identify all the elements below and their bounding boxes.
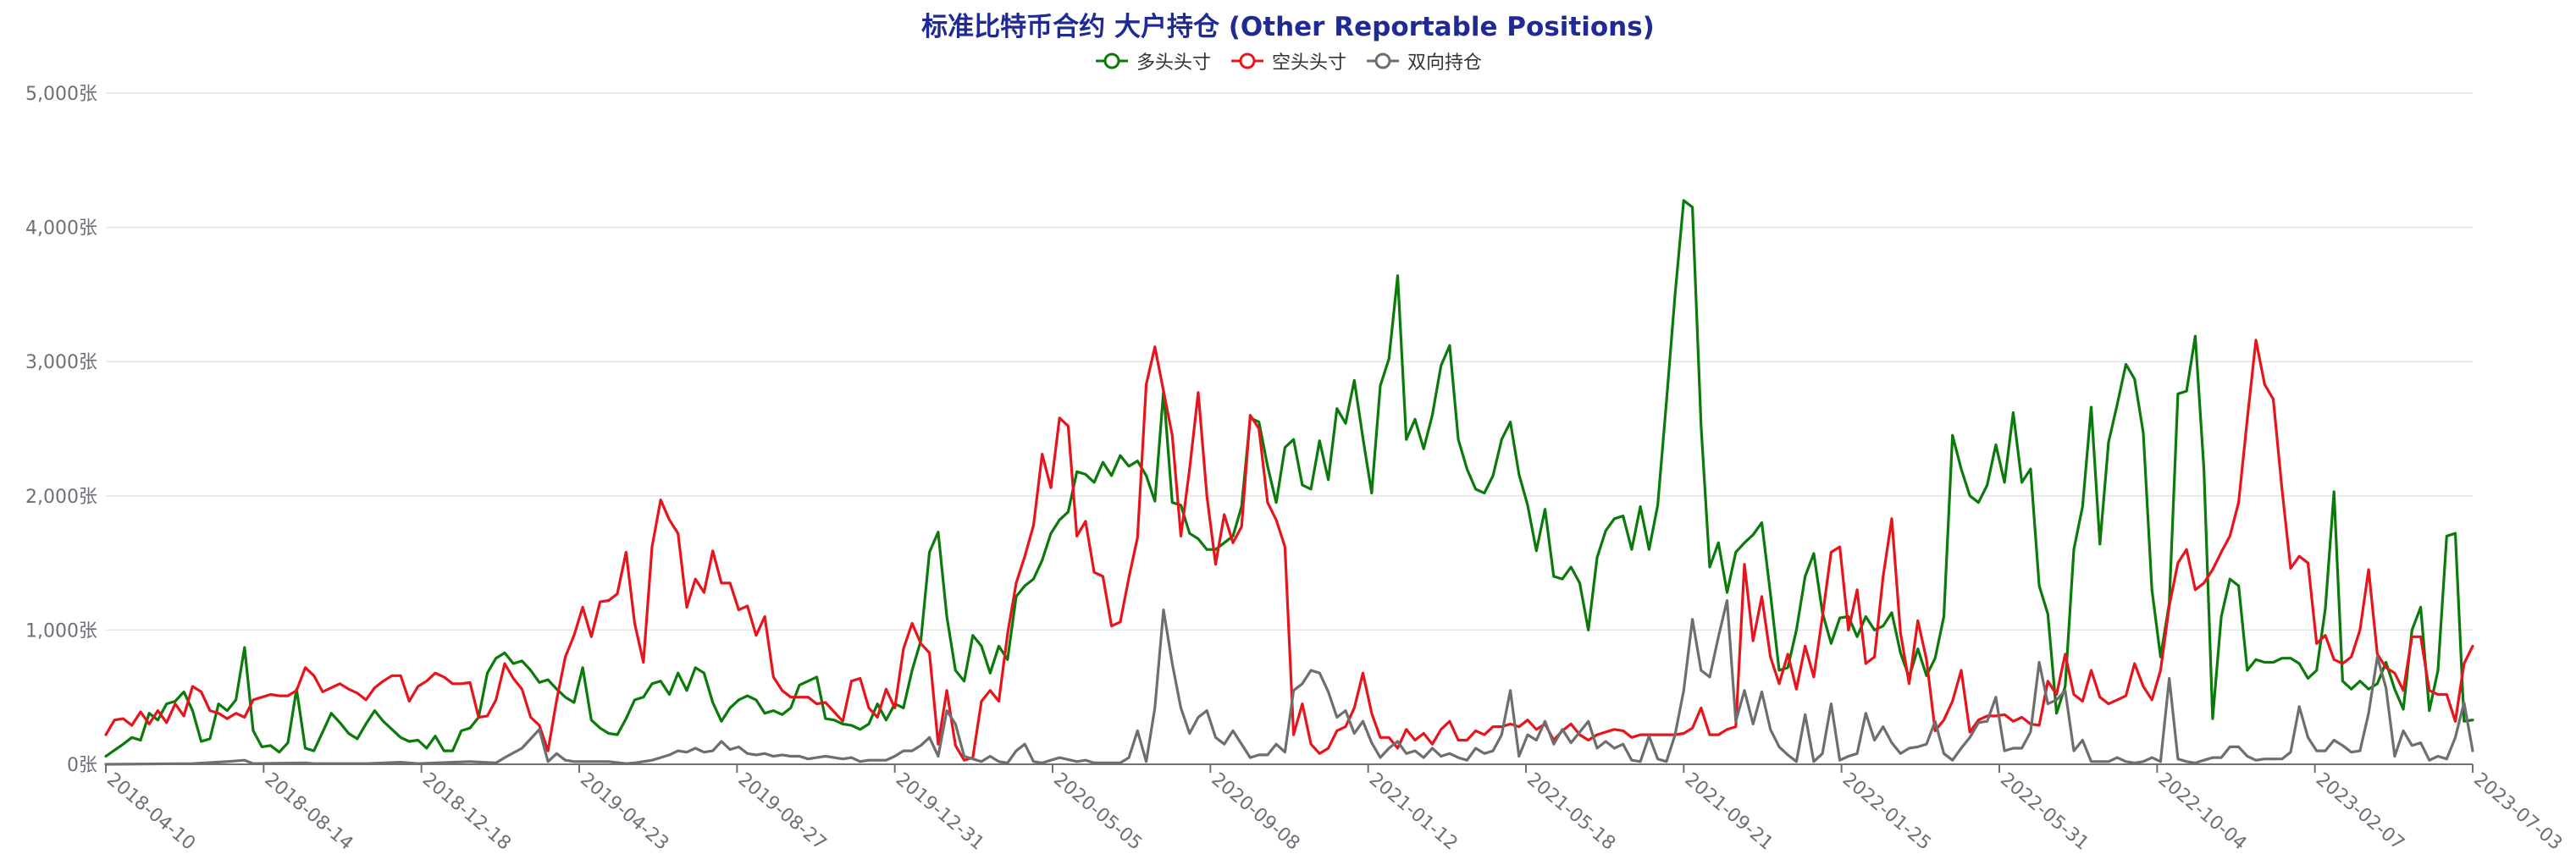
legend-label-spread: 双向持仓 [1407,52,1483,74]
legend-item-long[interactable]: 多头头寸 [1094,47,1211,74]
y-tick-label: 1,000张 [25,620,97,642]
x-tick-label: 2021-05-18 [1523,769,1619,854]
legend-label-short: 空头头寸 [1271,52,1346,74]
legend-item-spread[interactable]: 双向持仓 [1365,47,1482,74]
series-line-short [104,339,2474,762]
legend-swatch-long-icon [1095,52,1128,69]
x-tick-label: 2023-07-03 [2469,769,2566,854]
y-tick-label: 4,000张 [25,218,97,240]
legend: 多头头寸 空头头寸 双向持仓 [0,47,2576,74]
chart-title: 标准比特币合约 大户持仓 (Other Reportable Positions… [921,12,1655,42]
x-tick-label: 2020-05-05 [1049,769,1146,854]
x-tick-label: 2022-10-04 [2153,769,2250,854]
series-line-spread [104,598,2474,766]
y-tick-label: 0张 [67,755,97,776]
legend-item-short[interactable]: 空头头寸 [1230,47,1346,74]
legend-swatch-short-icon [1230,52,1263,69]
x-tick-label: 2018-12-18 [418,769,515,854]
x-tick-label: 2018-04-10 [102,769,199,854]
x-tick-label: 2019-12-31 [892,769,988,854]
x-tick-label: 2018-08-14 [260,769,357,854]
series-line-long [104,199,2474,758]
y-tick-label: 2,000张 [25,487,97,508]
x-tick-label: 2019-04-23 [576,769,672,854]
x-tick-label: 2023-02-07 [2312,769,2408,854]
x-tick-label: 2021-01-12 [1365,769,1462,854]
y-tick-label: 5,000张 [25,84,97,105]
x-tick-label: 2022-05-31 [1996,769,2092,854]
legend-swatch-spread-icon [1367,52,1399,69]
x-tick-label: 2019-08-27 [733,769,830,854]
x-tick-label: 2022-01-25 [1838,769,1935,854]
x-tick-label: 2021-09-21 [1680,769,1777,854]
x-tick-label: 2020-09-08 [1207,769,1303,854]
y-tick-label: 3,000张 [25,352,97,373]
legend-label-long: 多头头寸 [1136,52,1211,74]
